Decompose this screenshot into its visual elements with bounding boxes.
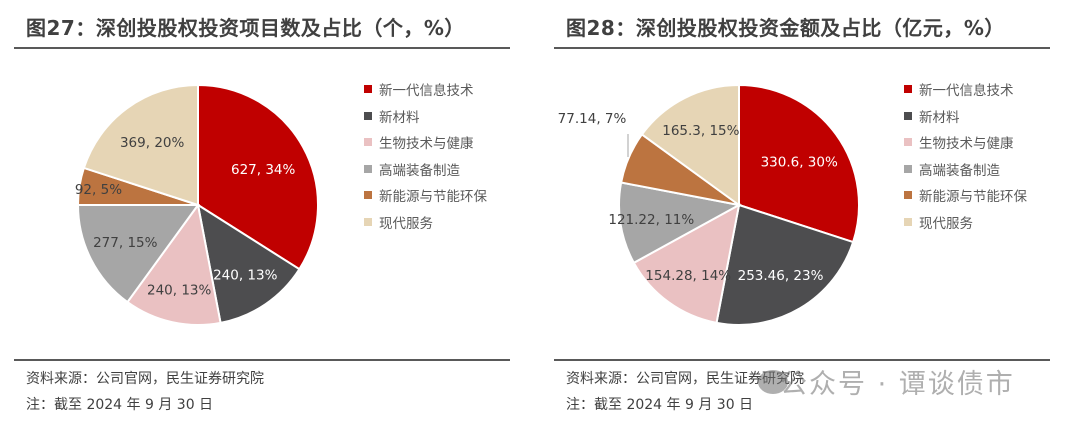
legend-item: 高端装备制造: [904, 156, 1027, 183]
pie-slice: [618, 181, 742, 265]
source-text: 资料来源：公司官网，民生证券研究院: [26, 371, 264, 387]
legend: 新一代信息技术 新材料 生物技术与健康 高端装备制造 新能源与节能环保 现代服务: [364, 76, 487, 235]
legend-swatch-icon: [364, 85, 372, 94]
legend-item: 生物技术与健康: [364, 129, 487, 156]
pie-slice: [715, 203, 855, 326]
pie-slice: [738, 83, 860, 244]
legend-swatch-icon: [904, 85, 912, 94]
legend-item: 新材料: [364, 103, 487, 130]
slice-data-label: 627, 34%: [231, 162, 296, 178]
slice-data-label: 92, 5%: [75, 182, 122, 198]
chart-panel-investment-amount: 图28：深创投股权投资金额及占比（亿元，%） 330.6, 30% 253.46,…: [554, 0, 1074, 423]
chart-title: 图27：深创投股权投资项目数及占比（个，%）: [26, 16, 465, 40]
legend-item: 新能源与节能环保: [904, 182, 1027, 209]
pie-slice: [76, 203, 200, 304]
legend-item: 现代服务: [904, 209, 1027, 236]
legend-item: 新一代信息技术: [904, 76, 1027, 103]
legend-swatch-icon: [364, 164, 372, 173]
legend-item: 生物技术与健康: [904, 129, 1027, 156]
legend-swatch-icon: [904, 191, 912, 200]
slice-data-label: 240, 13%: [147, 282, 212, 298]
pie-slice: [126, 202, 222, 326]
chart-panel-project-count: 图27：深创投股权投资项目数及占比（个，%） 627, 34% 240, 13% 2…: [14, 0, 534, 423]
title-divider: [14, 47, 510, 49]
legend-swatch-icon: [904, 138, 912, 147]
legend-swatch-icon: [364, 138, 372, 147]
legend-swatch-icon: [904, 217, 912, 226]
legend-item: 新能源与节能环保: [364, 182, 487, 209]
legend-swatch-icon: [364, 191, 372, 200]
legend-item: 高端装备制造: [364, 156, 487, 183]
note-text: 注：截至 2024 年 9 月 30 日: [566, 397, 754, 413]
chart-title: 图28：深创投股权投资金额及占比（亿元，%）: [566, 16, 1005, 40]
slice-data-label: 253.46, 23%: [738, 268, 824, 284]
legend-swatch-icon: [904, 111, 912, 120]
pie-slice: [82, 83, 199, 207]
legend-swatch-icon: [904, 164, 912, 173]
slice-data-label: 330.6, 30%: [761, 154, 838, 170]
legend: 新一代信息技术 新材料 生物技术与健康 高端装备制造 新能源与节能环保 现代服务: [904, 76, 1027, 235]
legend-swatch-icon: [364, 111, 372, 120]
pie-chart-project-count: 627, 34% 240, 13%240, 13% 277, 15% 92, 5% 36…: [75, 83, 319, 326]
footer-divider: [554, 359, 1050, 361]
title-divider: [554, 47, 1050, 49]
slice-data-label: 77.14, 7%: [558, 111, 627, 127]
slice-data-label: 240, 13%: [213, 267, 278, 283]
legend-item: 新材料: [904, 103, 1027, 130]
pie-chart-investment-amount: 330.6, 30% 253.46, 23% 154.28, 14% 121.22, …: [558, 83, 860, 326]
pie-slice: [632, 203, 741, 325]
pie-slice: [196, 202, 301, 325]
slice-data-label: 121.22, 11%: [608, 212, 694, 228]
slice-data-label: 165.3, 15%: [662, 123, 739, 139]
source-text: 资料来源：公司官网，民生证券研究院: [566, 371, 804, 387]
footer-divider: [14, 359, 510, 361]
pie-slice: [640, 83, 740, 207]
slice-data-label: 277, 15%: [93, 235, 158, 251]
legend-swatch-icon: [364, 217, 372, 226]
legend-item: 现代服务: [364, 209, 487, 236]
wechat-icon: [758, 370, 788, 394]
slice-data-label: 154.28, 14%: [645, 268, 731, 284]
note-text: 注：截至 2024 年 9 月 30 日: [26, 397, 214, 413]
legend-item: 新一代信息技术: [364, 76, 487, 103]
watermark: 公众号 · 谭谈债市: [780, 369, 1015, 400]
slice-data-label: 369, 20%: [120, 135, 185, 151]
